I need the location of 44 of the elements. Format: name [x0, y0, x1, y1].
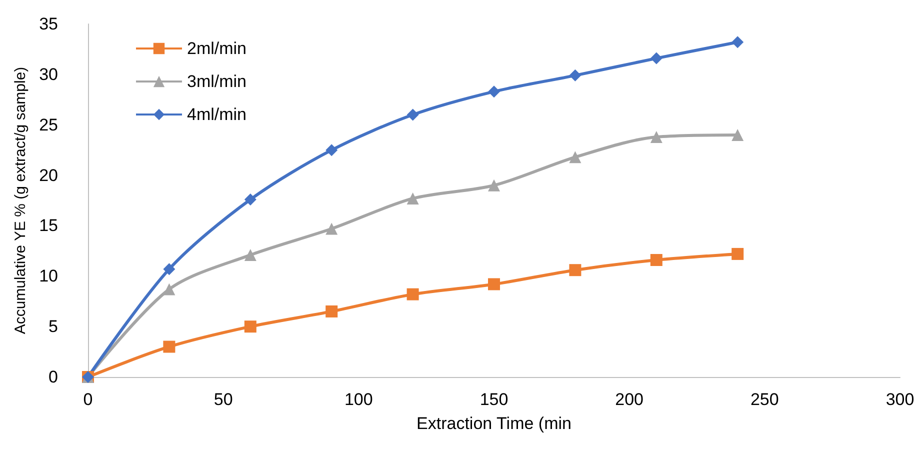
x-tick-label: 50	[214, 390, 233, 409]
y-axis-title: Accumulative YE % (g extract/g sample)	[12, 66, 30, 334]
point	[732, 128, 744, 141]
point	[569, 151, 582, 164]
point	[244, 193, 256, 206]
point	[732, 36, 744, 48]
y-tick-label: 30	[39, 64, 58, 84]
point	[326, 144, 338, 156]
point	[406, 192, 419, 204]
x-tick-label: 0	[83, 390, 93, 409]
point	[326, 222, 338, 235]
y-tick-label: 5	[48, 317, 58, 336]
y-tick-label: 0	[48, 368, 58, 386]
x-tick-label: 100	[344, 390, 373, 409]
x-axis-title: Extraction Time (min	[416, 414, 572, 433]
legend-label: 4ml/min	[187, 105, 247, 124]
x-tick-label: 300	[886, 390, 914, 409]
point	[650, 52, 662, 64]
y-tick-label: 20	[39, 166, 58, 185]
y-tick-label: 10	[39, 266, 58, 286]
point	[488, 86, 500, 98]
point	[406, 288, 419, 300]
point	[163, 263, 176, 276]
point	[732, 248, 744, 260]
y-tick-label: 15	[39, 216, 58, 236]
point	[650, 130, 662, 143]
point	[163, 340, 176, 353]
point	[569, 264, 582, 276]
x-tick-label: 250	[750, 390, 779, 409]
point	[244, 320, 256, 333]
x-tick-label: 150	[480, 390, 508, 409]
legend-label: 3ml/min	[187, 72, 247, 91]
point	[569, 69, 582, 82]
legend-label: 2ml/min	[187, 39, 247, 58]
y-tick-label: 25	[39, 115, 58, 134]
x-tick-label: 200	[615, 390, 644, 409]
point	[488, 278, 500, 290]
point	[244, 248, 256, 261]
point	[406, 108, 419, 121]
point	[488, 179, 500, 192]
point	[326, 305, 338, 318]
point	[163, 283, 176, 296]
y-tick-label: 35	[39, 14, 58, 34]
point	[650, 254, 662, 266]
